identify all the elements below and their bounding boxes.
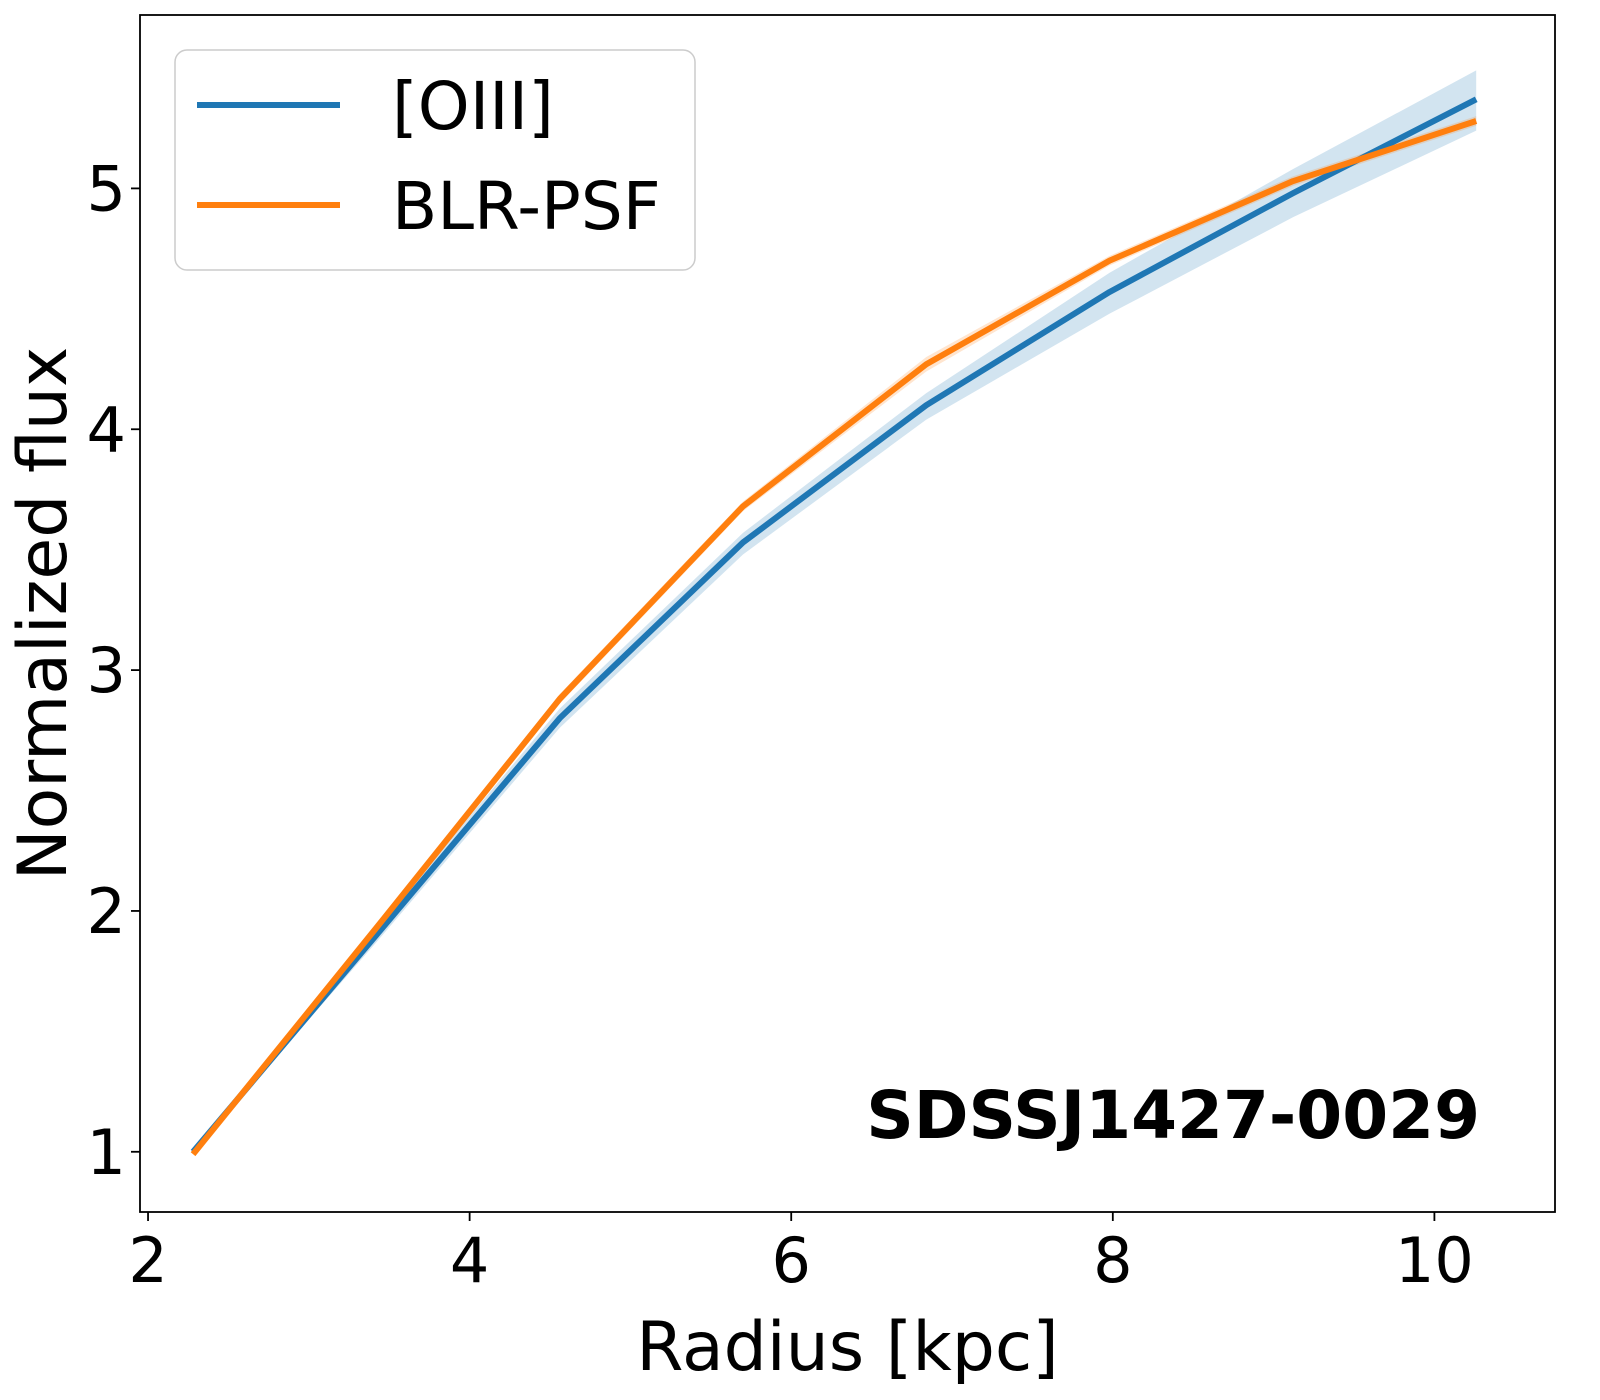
x-tick-label: 8 [1093, 1224, 1132, 1297]
legend: [OIII] BLR-PSF [174, 49, 696, 271]
y-axis-ticks: 1 2 3 4 5 [87, 152, 140, 1189]
band-oiii [193, 70, 1477, 1152]
x-tick-label: 6 [771, 1224, 810, 1297]
legend-label-oiii: [OIII] [392, 68, 554, 145]
series-lines [190, 96, 1478, 1157]
plot-frame [139, 14, 1556, 1213]
object-name-annotation: SDSSJ1427-0029 [866, 1077, 1480, 1154]
y-axis-label: Normalized flux [4, 347, 83, 880]
x-tick-label: 10 [1395, 1224, 1474, 1297]
x-tick-label: 2 [128, 1224, 167, 1297]
band-blr-psf [193, 116, 1477, 1155]
y-tick-label: 3 [87, 634, 126, 707]
legend-label-blr-psf: BLR-PSF [392, 168, 661, 245]
y-tick-label: 2 [87, 875, 126, 948]
x-tick-label: 4 [450, 1224, 489, 1297]
line-blr-psf [190, 118, 1478, 1157]
y-tick-label: 5 [87, 152, 126, 225]
y-tick-label: 1 [87, 1116, 126, 1189]
confidence-bands [193, 70, 1477, 1155]
x-axis-ticks: 2 4 6 8 10 [128, 1212, 1474, 1297]
y-tick-label: 4 [87, 393, 126, 466]
line-oiii [190, 96, 1478, 1154]
x-axis-label: Radius [kpc] [636, 1308, 1059, 1387]
